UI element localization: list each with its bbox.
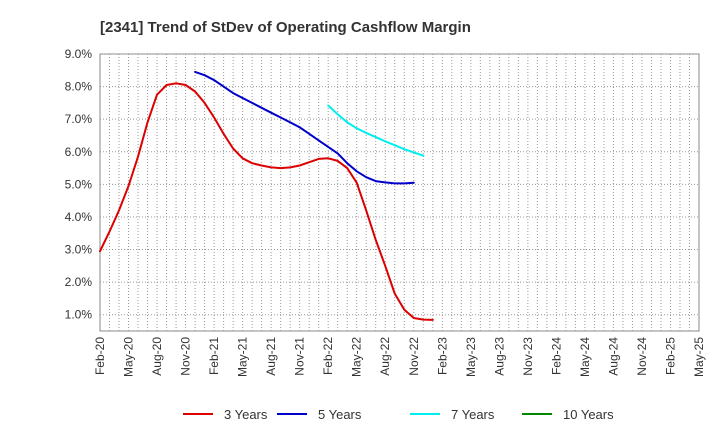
y-tick-label: 9.0%	[65, 47, 93, 61]
y-tick-label: 3.0%	[65, 243, 93, 257]
series-lines	[99, 70, 434, 321]
legend-label: 7 Years	[451, 407, 495, 422]
x-axis: Feb-20 May-20 Aug-20 Nov-20 Feb-21 May-21 Aug-…	[93, 337, 706, 377]
x-tick-label: May-22	[350, 337, 364, 377]
x-tick-label: Nov-20	[179, 337, 193, 376]
series-line-3-years	[99, 82, 434, 321]
y-tick-label: 2.0%	[65, 275, 93, 289]
x-tick-label: May-24	[578, 337, 592, 377]
legend-label: 10 Years	[563, 407, 614, 422]
x-tick-label: Feb-20	[93, 337, 107, 375]
x-tick-label: Nov-21	[293, 337, 307, 376]
series-line-7-years	[327, 104, 425, 157]
x-tick-label: May-21	[236, 337, 250, 377]
gridlines	[100, 53, 699, 331]
chart-title: [2341] Trend of StDev of Operating Cashf…	[100, 19, 471, 36]
legend: 3 Years 5 Years 7 Years 10 Years	[183, 407, 614, 422]
x-tick-label: Aug-20	[150, 337, 164, 376]
legend-label: 5 Years	[318, 407, 362, 422]
series-line-5-years	[194, 70, 415, 185]
x-tick-label: Feb-21	[207, 337, 221, 375]
y-tick-label: 6.0%	[65, 145, 93, 159]
x-tick-label: Aug-22	[378, 337, 392, 376]
x-tick-label: Nov-23	[521, 337, 535, 376]
x-tick-label: Nov-22	[407, 337, 421, 376]
y-tick-label: 1.0%	[65, 308, 93, 322]
y-tick-label: 4.0%	[65, 210, 93, 224]
x-tick-label: Aug-21	[264, 337, 278, 376]
y-axis: 9.0% 8.0% 7.0% 6.0% 5.0% 4.0% 3.0% 2.0% 1.0%	[65, 47, 93, 322]
x-tick-label: Feb-25	[663, 337, 677, 375]
x-tick-label: Feb-22	[321, 337, 335, 375]
x-tick-label: Aug-23	[492, 337, 506, 376]
x-tick-label: Feb-24	[549, 337, 563, 375]
y-tick-label: 7.0%	[65, 112, 93, 126]
y-tick-label: 8.0%	[65, 80, 93, 94]
x-tick-label: Nov-24	[635, 337, 649, 376]
x-tick-label: Feb-23	[435, 337, 449, 375]
x-tick-label: May-20	[122, 337, 136, 377]
y-tick-label: 5.0%	[65, 177, 93, 191]
x-tick-label: May-23	[464, 337, 478, 377]
plot-area	[99, 53, 700, 332]
x-tick-label: May-25	[692, 337, 706, 377]
x-tick-label: Aug-24	[606, 337, 620, 376]
legend-label: 3 Years	[224, 407, 268, 422]
